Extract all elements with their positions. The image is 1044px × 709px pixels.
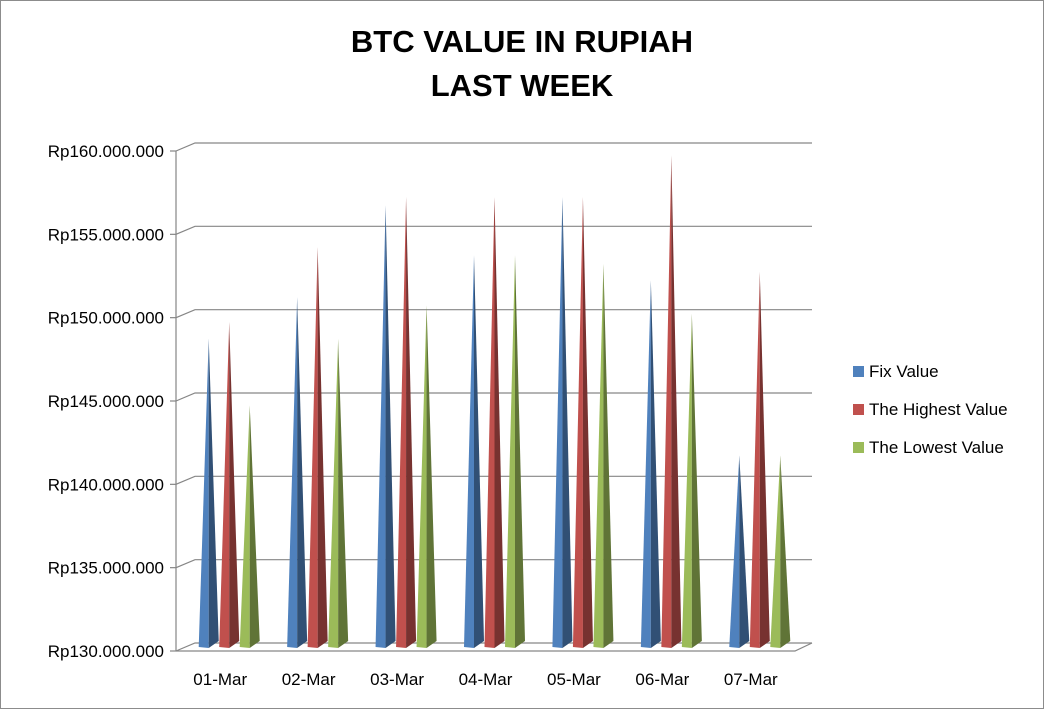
cone-face-light: [375, 205, 386, 649]
y-tick-label: Rp155.000.000: [48, 225, 164, 244]
cone-bar: [593, 263, 614, 648]
cone-bar: [770, 455, 791, 648]
cone-face-dark: [671, 155, 682, 649]
cone-face-light: [287, 297, 298, 648]
cone-face-light: [505, 255, 515, 649]
x-tick-label: 04-Mar: [459, 670, 513, 689]
cone-face-light: [661, 155, 672, 649]
x-tick-label: 02-Mar: [282, 670, 336, 689]
cone-bar: [552, 197, 573, 648]
cone-face-light: [396, 197, 407, 648]
cone-bar: [198, 338, 219, 648]
y-tick-label: Rp135.000.000: [48, 559, 164, 578]
cone-bar: [661, 155, 682, 649]
cone-face-dark: [650, 280, 661, 648]
cone-face-light: [552, 197, 563, 648]
cone-face-dark: [759, 272, 770, 648]
cone-face-dark: [317, 247, 328, 648]
cone-face-dark: [739, 455, 750, 648]
cone-bar: [484, 197, 505, 648]
cone-bar: [749, 272, 770, 648]
cone-bar: [681, 313, 702, 648]
cone-face-light: [464, 255, 474, 649]
cone-bar: [307, 247, 328, 648]
cone-face-light: [770, 455, 781, 648]
cone-bar: [219, 322, 240, 648]
cone-face-dark: [780, 455, 791, 648]
legend-swatch: [853, 442, 864, 453]
chart-legend: Fix Value The Highest Value The Lowest Val…: [853, 362, 1008, 457]
cone-face-light: [198, 338, 209, 648]
cone-bar: [239, 405, 260, 648]
cone-face-light: [307, 247, 318, 648]
chart-title-line-2: LAST WEEK: [430, 68, 614, 103]
cone-face-dark: [385, 205, 396, 649]
chart-title-line-1: BTC VALUE IN RUPIAH: [350, 24, 694, 59]
legend-label: The Highest Value: [869, 400, 1008, 419]
cone-face-dark: [582, 197, 593, 648]
cone-face-dark: [474, 255, 484, 649]
gridline: [175, 309, 812, 319]
x-tick-label: 03-Mar: [370, 670, 424, 689]
cone-face-dark: [603, 263, 614, 648]
cone-face-light: [749, 272, 760, 648]
floor-edge: [176, 642, 813, 652]
legend-label: The Lowest Value: [869, 438, 1004, 457]
cone-bar: [640, 280, 661, 648]
legend-swatch: [853, 404, 864, 415]
y-tick-label: Rp130.000.000: [48, 642, 164, 661]
cone-face-dark: [426, 305, 437, 648]
y-tick-label: Rp150.000.000: [48, 309, 164, 328]
y-tick-label: Rp160.000.000: [48, 142, 164, 161]
legend-label: Fix Value: [869, 362, 939, 381]
cone-face-light: [416, 305, 427, 648]
x-tick-label: 01-Mar: [193, 670, 247, 689]
cone-bar: [729, 455, 750, 648]
cone-bar: [505, 255, 525, 649]
cone-bar: [572, 197, 593, 648]
x-tick-label: 07-Mar: [724, 670, 778, 689]
cone-face-light: [729, 455, 740, 648]
cone-face-dark: [208, 338, 219, 648]
cone-face-dark: [515, 255, 525, 649]
cone-face-light: [640, 280, 651, 648]
gridline: [175, 225, 812, 235]
cone-bar: [396, 197, 417, 648]
cone-face-light: [328, 338, 339, 648]
y-tick-label: Rp140.000.000: [48, 475, 164, 494]
cone-face-dark: [249, 405, 260, 648]
cone-face-light: [593, 263, 604, 648]
y-tick-label: Rp145.000.000: [48, 392, 164, 411]
cone-face-dark: [562, 197, 573, 648]
cone-face-light: [572, 197, 583, 648]
x-axis-ticks: 01-Mar 02-Mar 03-Mar 04-Mar 05-Mar 06-Mar 07-M…: [193, 670, 778, 689]
cone-bar: [375, 205, 396, 649]
cone-face-light: [239, 405, 250, 648]
cone-face-dark: [338, 338, 349, 648]
cone-face-light: [219, 322, 230, 648]
cone-face-light: [484, 197, 495, 648]
cone-face-dark: [406, 197, 417, 648]
gridline: [175, 142, 812, 152]
cone-bar: [416, 305, 437, 648]
cone-bar: [287, 297, 308, 648]
cone-bar: [464, 255, 484, 649]
y-axis-ticks: Rp130.000.000 Rp135.000.000 Rp140.000.000 R…: [48, 142, 164, 661]
x-tick-label: 05-Mar: [547, 670, 601, 689]
x-tick-label: 06-Mar: [635, 670, 689, 689]
chart-bars: [198, 155, 791, 649]
cone-face-light: [681, 313, 692, 648]
legend-swatch: [853, 366, 864, 377]
cone-face-dark: [494, 197, 505, 648]
cone-face-dark: [229, 322, 240, 648]
cone-face-dark: [691, 313, 702, 648]
cone-face-dark: [297, 297, 308, 648]
cone-bar: [328, 338, 349, 648]
